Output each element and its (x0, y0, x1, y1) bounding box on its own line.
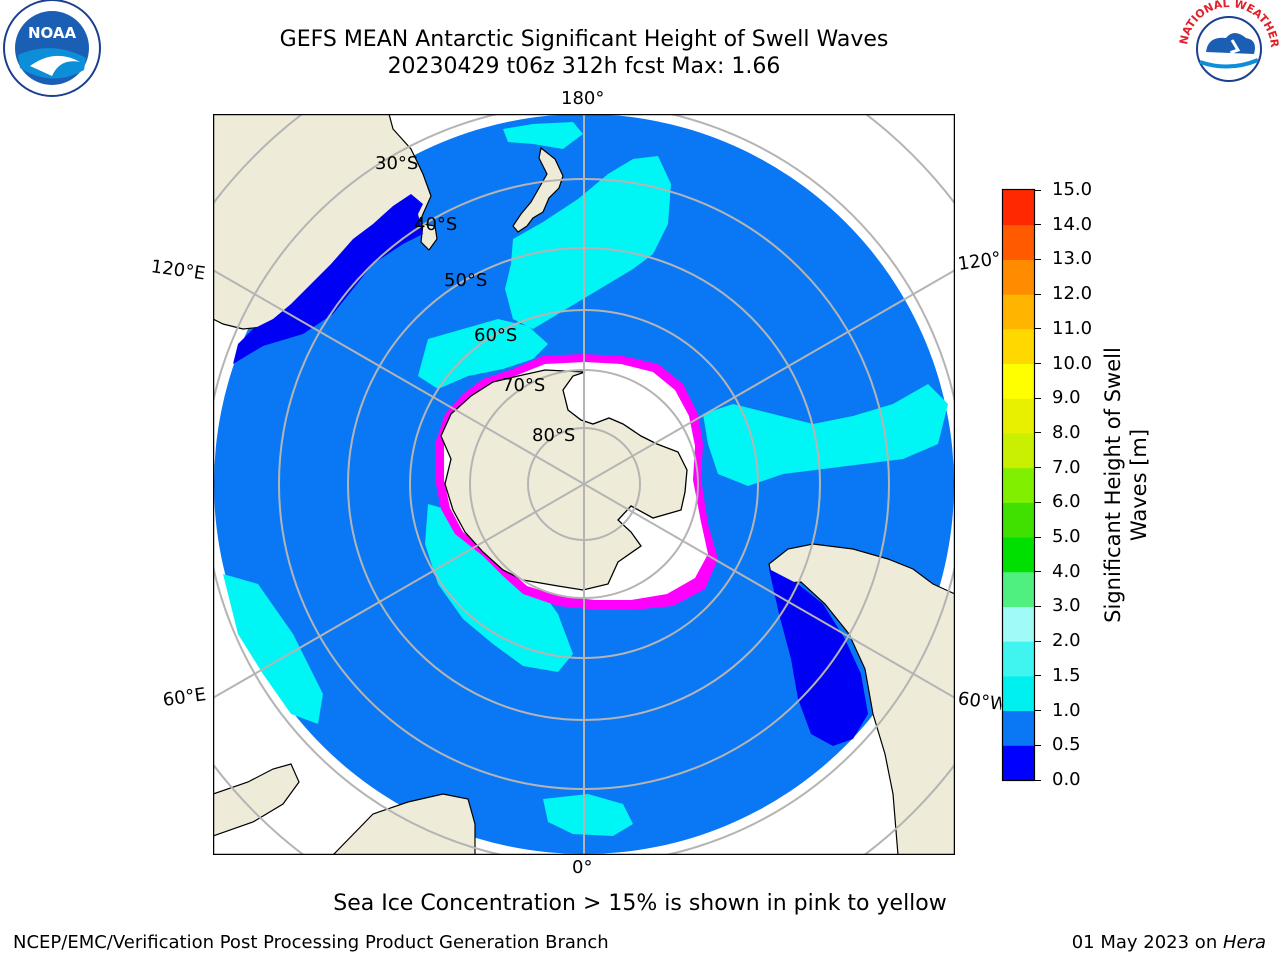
noaa-logo: NOAA (3, 0, 101, 97)
colorbar-tick-label: 14.0 (1052, 213, 1093, 235)
colorbar-tick-mark (1034, 536, 1041, 538)
graticule (213, 114, 955, 855)
colorbar-tick-label: 3.0 (1052, 595, 1081, 617)
colorbar-tick-mark (1034, 640, 1041, 642)
land-tasmania (420, 223, 438, 251)
colorbar-tick-mark (1034, 328, 1041, 330)
noaa-logo-text: NOAA (28, 24, 77, 42)
colorbar-frame (1001, 188, 1036, 782)
colorbar-cell (1003, 294, 1034, 330)
colorbar-cell (1003, 641, 1034, 677)
colorbar-cell (1003, 710, 1034, 746)
colorbar-tick-label: 2.0 (1052, 630, 1081, 652)
colorbar-cell (1003, 571, 1034, 607)
colorbar-tick-mark (1034, 571, 1041, 573)
swell-patch-pacific-north (505, 156, 671, 329)
colorbar-cell (1003, 224, 1034, 260)
lon-label-180: 180° (561, 88, 605, 109)
footer-credit: NCEP/EMC/Verification Post Processing Pr… (13, 932, 609, 953)
colorbar-tick-label: 9.0 (1052, 387, 1081, 409)
swell-patch-far-west (223, 574, 323, 724)
land-africa (332, 793, 476, 855)
swell-patch-australia-coast (233, 194, 423, 364)
chart-title: GEFS MEAN Antarctic Significant Height o… (279, 27, 889, 52)
colorbar-cell (1003, 259, 1034, 295)
colorbar-tick-label: 12.0 (1052, 283, 1093, 305)
colorbar-tick-label: 1.0 (1052, 699, 1081, 721)
chart-subtitle: 20230429 t06z 312h fcst Max: 1.66 (387, 54, 781, 79)
colorbar-tick-mark (1034, 189, 1041, 191)
swell-patch-bottom (543, 794, 633, 836)
polar-map: 30°S 40°S 50°S 60°S 70°S 80°S (213, 114, 955, 855)
lat-label-80s: 80°S (532, 425, 575, 446)
colorbar-cell (1003, 432, 1034, 469)
colorbar-title: Significant Height of Swell Waves [m] (1101, 347, 1151, 623)
swell-patch-pacific-top (503, 122, 583, 149)
colorbar-cell (1003, 537, 1034, 573)
colorbar-cell (1003, 328, 1034, 365)
colorbar-tick-label: 0.5 (1052, 734, 1081, 756)
lat-label-50s: 50°S (444, 270, 487, 291)
colorbar (1001, 188, 1036, 782)
colorbar-cell (1003, 190, 1034, 226)
land-madagascar (213, 763, 300, 837)
colorbar-cell (1003, 398, 1034, 434)
lon-label-120e: 120°E (149, 256, 207, 285)
colorbar-tick-label: 1.5 (1052, 664, 1081, 686)
colorbar-tick-mark (1034, 293, 1041, 295)
colorbar-tick-mark (1034, 744, 1041, 746)
colorbar-cell (1003, 502, 1034, 538)
sea-ice-caption: Sea Ice Concentration > 15% is shown in … (333, 891, 947, 916)
swell-patch-east (703, 384, 948, 486)
lat-label-60s: 60°S (474, 325, 517, 346)
land-antarctica (440, 369, 688, 591)
colorbar-tick-mark (1034, 501, 1041, 503)
lat-label-40s: 40°S (414, 214, 457, 235)
colorbar-tick-label: 7.0 (1052, 456, 1081, 478)
colorbar-tick-mark (1034, 779, 1041, 781)
footer-date: 01 May 2023 on Hera (1072, 932, 1266, 953)
colorbar-tick-mark (1034, 397, 1041, 399)
colorbar-tick-mark (1034, 432, 1041, 434)
map-frame (213, 114, 955, 855)
colorbar-tick-mark (1034, 605, 1041, 607)
colorbar-cell (1003, 675, 1034, 712)
colorbar-tick-mark (1034, 363, 1041, 365)
colorbar-tick-mark (1034, 224, 1041, 226)
colorbar-tick-label: 4.0 (1052, 560, 1081, 582)
colorbar-tick-label: 5.0 (1052, 526, 1081, 548)
land-south-america (768, 543, 955, 855)
colorbar-cell (1003, 745, 1034, 781)
lon-label-0: 0° (572, 857, 593, 878)
colorbar-tick-label: 11.0 (1052, 317, 1093, 339)
colorbar-tick-mark (1034, 675, 1041, 677)
lat-label-70s: 70°S (502, 375, 545, 396)
footer-host: Hera (1222, 932, 1266, 953)
colorbar-tick-label: 8.0 (1052, 421, 1081, 443)
lon-label-120w: 120°W (956, 247, 1004, 275)
swell-patch-south-america-coast (769, 569, 868, 746)
swell-patch-southwest (425, 504, 573, 672)
colorbar-tick-mark (1034, 258, 1041, 260)
colorbar-tick-mark (1034, 710, 1041, 712)
colorbar-tick-label: 10.0 (1052, 352, 1093, 374)
colorbar-tick-mark (1034, 467, 1041, 469)
lon-label-60e: 60°E (161, 684, 208, 711)
colorbar-cell (1003, 363, 1034, 399)
lon-label-60w: 60°W (956, 688, 1004, 716)
nws-logo: NATIONAL WEATHER SERVICE (1178, 0, 1280, 96)
colorbar-cell (1003, 606, 1034, 642)
footer-date-text: 01 May 2023 on (1071, 932, 1223, 953)
colorbar-tick-label: 15.0 (1052, 179, 1093, 200)
colorbar-tick-label: 6.0 (1052, 491, 1081, 513)
colorbar-cell (1003, 467, 1034, 503)
lat-label-30s: 30°S (375, 153, 418, 174)
colorbar-tick-label: 0.0 (1052, 769, 1081, 790)
colorbar-tick-label: 13.0 (1052, 248, 1093, 270)
